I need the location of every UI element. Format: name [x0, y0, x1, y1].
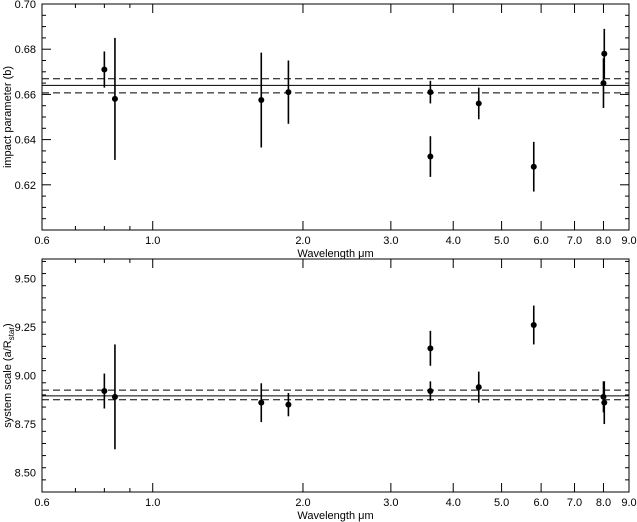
y-axis-title-subscript: star [7, 327, 16, 341]
x-axis-title: Wavelength μm [297, 248, 373, 260]
data-point [258, 399, 265, 406]
data-point [427, 89, 434, 96]
x-tick-label: 4.0 [446, 235, 461, 247]
data-point [600, 393, 607, 400]
x-tick-label: 8.0 [596, 235, 611, 247]
data-point [530, 163, 537, 170]
system-scale-panel: 0.6 1.0 2.0 3.0 4.0 5.0 6.0 7.0 8.0 9.0 8.50 8.75 9.… [2, 258, 637, 522]
y-axis-title-suffix: ) [2, 323, 14, 327]
x-tick-label: 8.0 [596, 497, 611, 509]
x-tick-label: 0.6 [34, 235, 49, 247]
y-tick-label: 9.25 [15, 322, 36, 334]
data-point [427, 153, 434, 160]
data-point [530, 322, 537, 329]
y-tick-label: 0.62 [15, 180, 36, 192]
y-tick-label: 0.66 [15, 89, 36, 101]
y-tick-label: 9.00 [15, 371, 36, 383]
x-axis-title: Wavelength μm [297, 510, 373, 522]
x-tick-label: 9.0 [621, 235, 636, 247]
x-tick-label: 1.0 [145, 497, 160, 509]
y-axis-title: system scale (a/Rstar) [2, 323, 16, 427]
plot-frame [41, 258, 630, 493]
data-point [600, 80, 607, 87]
y-tick-label: 0.64 [15, 135, 36, 147]
y-tick-label: 0.70 [15, 0, 36, 11]
data-point [601, 50, 608, 57]
x-tick-label: 3.0 [383, 235, 398, 247]
data-point [601, 399, 608, 406]
x-tick-label: 5.0 [494, 235, 509, 247]
x-tick-label: 1.0 [145, 235, 160, 247]
y-tick-label: 8.50 [15, 468, 36, 480]
data-point [111, 95, 118, 102]
data-point [285, 89, 292, 96]
data-point [111, 393, 118, 400]
x-tick-label: 3.0 [383, 497, 398, 509]
data-point [475, 384, 482, 391]
data-point [427, 345, 434, 352]
y-tick-label: 0.68 [15, 44, 36, 56]
data-point [285, 401, 292, 408]
x-tick-label: 4.0 [446, 497, 461, 509]
x-tick-label: 5.0 [494, 497, 509, 509]
x-tick-label: 2.0 [295, 497, 310, 509]
data-point [101, 66, 108, 73]
x-tick-label: 7.0 [567, 497, 582, 509]
x-tick-label: 0.6 [34, 497, 49, 509]
data-point [101, 388, 108, 395]
data-point [258, 97, 265, 104]
impact-parameter-panel: 0.6 1.0 2.0 3.0 4.0 5.0 6.0 7.0 8.0 9.0 0.62 0.64 0.… [2, 0, 637, 260]
x-tick-label: 2.0 [295, 235, 310, 247]
y-axis-title-main: impact parameter (b) [2, 66, 14, 168]
plot-frame [41, 3, 630, 231]
y-axis-title-main: system scale (a/R [2, 340, 14, 427]
data-point [475, 100, 482, 107]
x-tick-label: 6.0 [533, 235, 548, 247]
y-tick-label: 9.50 [15, 273, 36, 285]
x-tick-label: 9.0 [621, 497, 636, 509]
x-tick-label: 7.0 [567, 235, 582, 247]
y-axis-title: impact parameter (b) [2, 66, 14, 168]
x-tick-label: 6.0 [533, 497, 548, 509]
data-point [427, 388, 434, 395]
y-tick-label: 8.75 [15, 419, 36, 431]
